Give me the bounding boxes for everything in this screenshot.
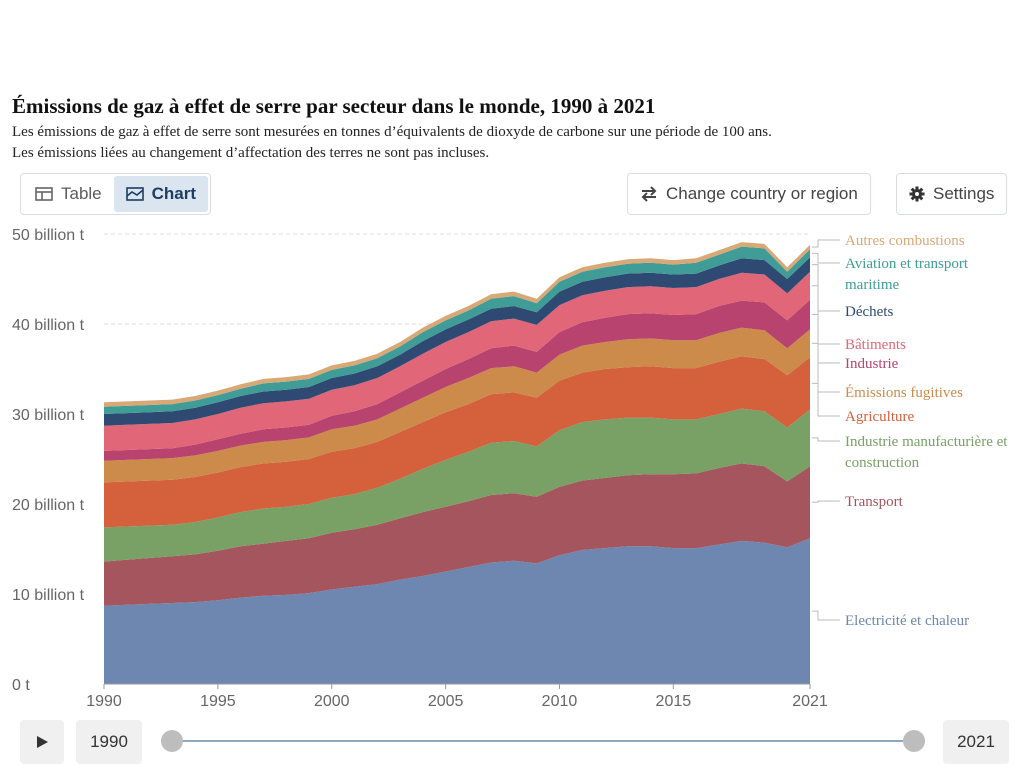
subtitle-line-1: Les émissions de gaz à effet de serre so… bbox=[12, 124, 772, 140]
legend-label: Industrie manufacturière et bbox=[845, 434, 1008, 450]
x-tick-label: 2005 bbox=[428, 693, 464, 710]
legend-label: Autres combustions bbox=[845, 233, 965, 249]
legend-label: Aviation et transport bbox=[845, 256, 969, 272]
y-tick-label: 10 billion t bbox=[12, 587, 85, 604]
legend-connector bbox=[812, 264, 840, 312]
legend-connector bbox=[812, 437, 840, 442]
legend-label: Agriculture bbox=[845, 409, 914, 425]
y-tick-label: 40 billion t bbox=[12, 317, 85, 334]
x-tick-label: 1990 bbox=[86, 693, 122, 710]
tab-chart-label: Chart bbox=[151, 184, 197, 203]
chart-title: Émissions de gaz à effet de serre par se… bbox=[12, 94, 656, 118]
table-icon bbox=[35, 187, 53, 201]
play-icon bbox=[37, 736, 48, 748]
area-series[interactable] bbox=[104, 299, 810, 461]
view-tabs: Table Chart bbox=[20, 173, 212, 215]
x-tick-label: 2010 bbox=[542, 693, 578, 710]
timeline-start-year[interactable]: 1990 bbox=[76, 720, 142, 764]
swap-arrows-icon bbox=[641, 186, 657, 202]
legend-connector bbox=[812, 382, 840, 417]
legend-label: Electricité et chaleur bbox=[845, 613, 969, 629]
area-series[interactable] bbox=[104, 271, 810, 451]
area-series[interactable] bbox=[104, 463, 810, 606]
gear-icon bbox=[909, 186, 925, 202]
timeline-end-year[interactable]: 2021 bbox=[943, 720, 1009, 764]
x-tick-label: 1995 bbox=[200, 693, 236, 710]
legend-label-continued: maritime bbox=[845, 277, 899, 293]
legend-label: Industrie bbox=[845, 356, 899, 372]
tab-table-label: Table bbox=[61, 184, 102, 203]
change-country-button[interactable]: Change country or region bbox=[627, 173, 871, 215]
legend-label: Transport bbox=[845, 494, 904, 510]
play-button[interactable] bbox=[20, 720, 64, 764]
legend-label-continued: construction bbox=[845, 455, 920, 471]
y-tick-label: 50 billion t bbox=[12, 227, 85, 244]
tab-table[interactable]: Table bbox=[23, 176, 114, 212]
x-tick-label: 2000 bbox=[314, 693, 350, 710]
x-tick-label: 2021 bbox=[792, 693, 828, 710]
legend-connector bbox=[812, 239, 840, 248]
area-series[interactable] bbox=[104, 356, 810, 528]
legend-connector bbox=[812, 252, 840, 264]
settings-button[interactable]: Settings bbox=[896, 173, 1008, 215]
area-series[interactable] bbox=[104, 538, 810, 684]
chart-icon bbox=[125, 187, 144, 201]
chart-subtitle: Les émissions de gaz à effet de serre so… bbox=[12, 122, 1012, 164]
legend-label: Déchets bbox=[845, 304, 893, 320]
settings-label: Settings bbox=[933, 184, 995, 203]
y-tick-label: 0 t bbox=[12, 677, 30, 694]
timeline-start-handle[interactable] bbox=[161, 730, 183, 752]
subtitle-line-2: Les émissions liées au changement d’affe… bbox=[12, 145, 490, 161]
tab-chart[interactable]: Chart bbox=[113, 176, 209, 212]
x-tick-label: 2015 bbox=[656, 693, 692, 710]
legend-connector bbox=[812, 314, 840, 364]
legend-connector bbox=[812, 610, 840, 621]
change-country-label: Change country or region bbox=[666, 184, 858, 203]
area-series[interactable] bbox=[104, 408, 810, 562]
legend-label: Émissions fugitives bbox=[845, 384, 963, 401]
legend-connector bbox=[812, 500, 840, 503]
timeline-end-handle[interactable] bbox=[903, 730, 925, 752]
timeline-track[interactable] bbox=[172, 740, 914, 742]
legend-connector bbox=[812, 342, 840, 393]
y-tick-label: 30 billion t bbox=[12, 407, 85, 424]
legend-label: Bâtiments bbox=[845, 337, 906, 353]
y-tick-label: 20 billion t bbox=[12, 497, 85, 514]
stacked-area-chart: 0 t 10 billion t 20 billion t 30 billion t 4… bbox=[12, 227, 1008, 710]
area-series[interactable] bbox=[104, 327, 810, 483]
